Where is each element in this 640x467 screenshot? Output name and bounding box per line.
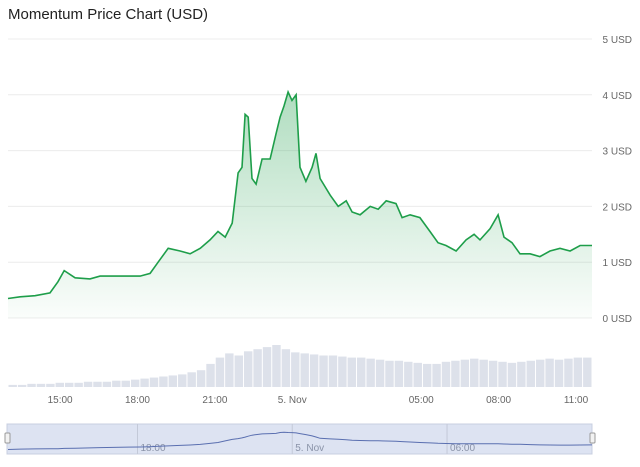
navigator-selection (6, 423, 593, 455)
volume-bar (488, 360, 498, 387)
navigator-left-handle[interactable] (4, 432, 11, 444)
volume-bar (178, 374, 187, 387)
volume-bar (451, 360, 460, 387)
volume-bar (460, 359, 470, 387)
volume-bar (517, 361, 526, 387)
volume-bar (17, 384, 27, 387)
x-tick-label: 05:00 (409, 395, 434, 406)
volume-bar (206, 363, 215, 387)
volume-bar (55, 382, 65, 387)
volume-bar (470, 358, 479, 387)
x-tick-label: 5. Nov (278, 395, 307, 406)
x-tick-label: 08:00 (486, 395, 511, 406)
volume-bar (357, 357, 366, 387)
volume-bar (112, 380, 121, 387)
volume-bar (36, 383, 46, 387)
volume-bar (291, 352, 300, 387)
volume-bar (93, 381, 102, 387)
navigator[interactable]: 18:00 5. Nov 06:00 (4, 423, 596, 455)
y-tick-label: 1 USD (603, 258, 632, 269)
volume-bar (46, 383, 55, 387)
navigator-line (7, 431, 593, 450)
volume-bar (225, 353, 234, 387)
volume-bar (272, 345, 281, 387)
volume-bar (535, 359, 545, 387)
x-tick-label: 15:00 (48, 395, 73, 406)
volume-bar (262, 347, 272, 387)
y-tick-label: 2 USD (603, 202, 632, 213)
volume-bar (394, 360, 404, 387)
volume-bar (338, 356, 347, 387)
volume-bar (526, 360, 535, 387)
x-tick-label: 21:00 (202, 395, 227, 406)
volume-bar (583, 357, 592, 387)
volume-bar (309, 354, 319, 387)
volume-bar (441, 361, 451, 387)
y-tick-label: 4 USD (603, 91, 632, 102)
volume-bar (479, 359, 488, 387)
volume-bar (300, 353, 309, 387)
volume-bar (347, 357, 357, 387)
volume-bar (83, 381, 93, 387)
volume-bar (102, 381, 112, 387)
volume-bar (328, 355, 338, 387)
x-tick-label: 18:00 (125, 395, 150, 406)
volume-bar (366, 358, 375, 387)
volume-bar (385, 360, 394, 387)
navigator-label: 06:00 (450, 443, 475, 454)
volume-bar (498, 361, 507, 387)
volume-bar (234, 355, 243, 387)
volume-bar (573, 357, 583, 387)
volume-bar (196, 370, 206, 387)
volume-bar (375, 359, 385, 387)
volume-bar (554, 359, 564, 387)
volume-bar (159, 376, 168, 387)
volume-bar (168, 375, 178, 387)
volume-bar (8, 384, 17, 387)
volume-bar (404, 361, 413, 387)
navigator-label: 18:00 (140, 443, 165, 454)
volume-bar (149, 377, 159, 387)
y-tick-label: 3 USD (603, 147, 632, 158)
navigator-label: 5. Nov (295, 443, 324, 454)
volume-bar (187, 372, 196, 387)
volume-bar (545, 358, 554, 387)
volume-bar (74, 382, 83, 387)
volume-bar (319, 355, 328, 387)
volume-bar (281, 349, 291, 387)
volume-bar (215, 357, 225, 387)
volume-bar (121, 380, 130, 387)
volume-bar (422, 363, 432, 387)
navigator-right-handle[interactable] (589, 432, 596, 444)
volume-bar (65, 382, 74, 387)
volume-bar (130, 379, 140, 387)
volume-bar (564, 358, 573, 387)
y-tick-label: 5 USD (603, 35, 632, 46)
volume-bar (432, 363, 441, 387)
volume-bar (27, 383, 36, 387)
chart-title: Momentum Price Chart (USD) (8, 6, 209, 23)
price-line (7, 89, 592, 300)
price-area (8, 92, 592, 318)
volume-bar (253, 349, 262, 387)
volume-bar (140, 378, 149, 387)
volume-bar (243, 351, 253, 387)
x-tick-label: 11:00 (564, 395, 589, 406)
volume-bar (507, 362, 517, 387)
y-tick-label: 0 USD (603, 314, 632, 325)
volume-bar (413, 362, 422, 387)
